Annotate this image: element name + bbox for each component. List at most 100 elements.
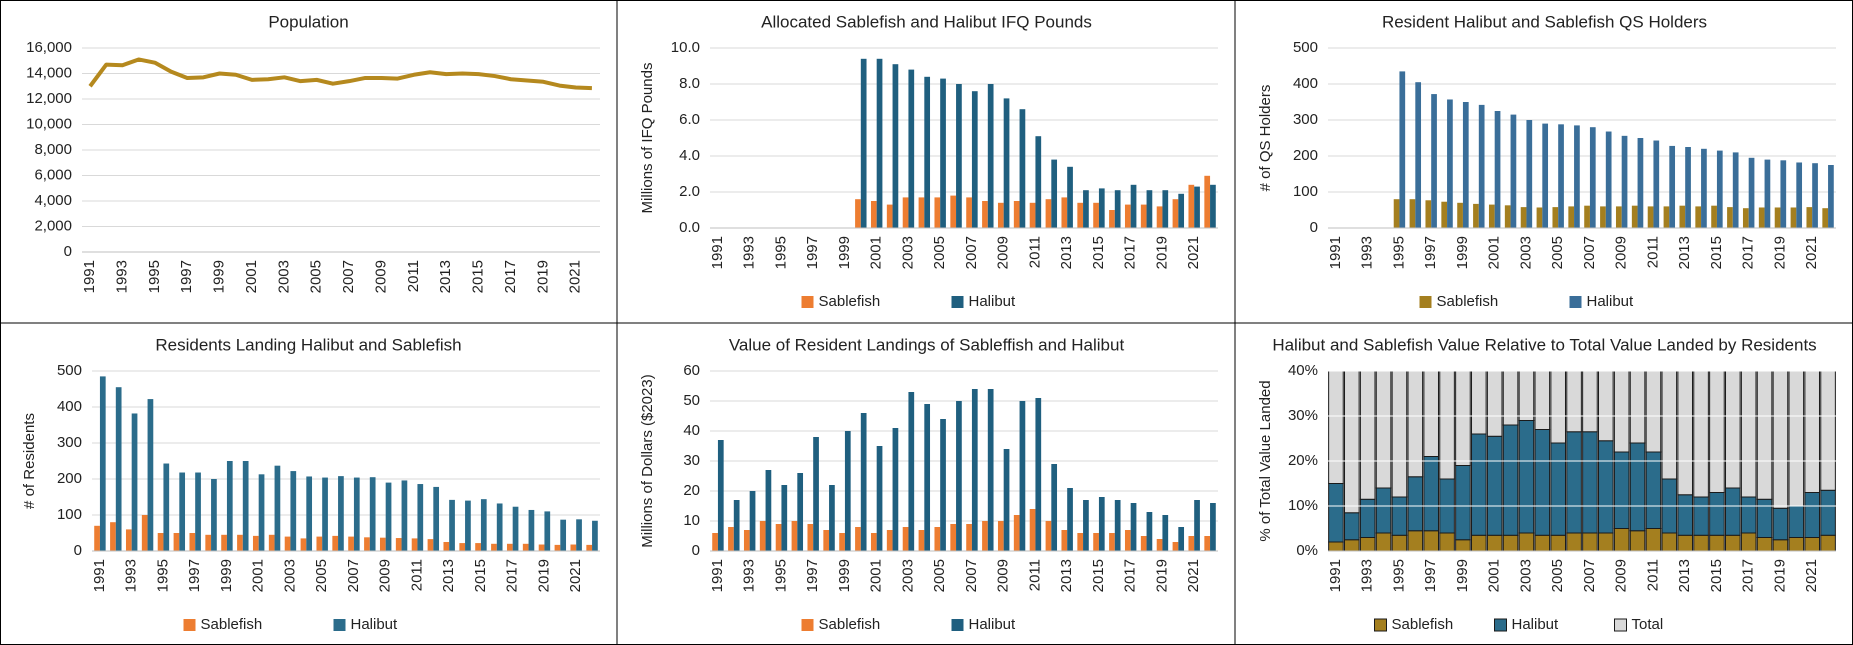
bar [560,519,567,551]
bar-segment [1804,537,1820,551]
y-tick-label: 20 [683,482,700,499]
x-tick-label: 1999 [1454,236,1471,269]
chart-panel: Population 0 2,000 4,000 6,000 8,000 10,000 12,… [26,12,600,293]
bar [1172,199,1179,228]
bar [1114,190,1121,228]
x-tick-label: 2007 [345,559,362,592]
bar-segment [1344,371,1360,514]
bar [940,419,946,551]
x-tick-label: 2011 [405,260,422,292]
bar [443,542,450,551]
bar [205,534,212,551]
x-tick-label: 2015 [472,559,489,592]
bar [1130,184,1137,228]
bars [1328,371,1836,551]
bar [1188,536,1195,551]
bar-segment [1391,496,1408,536]
bar [1758,207,1765,228]
bar [1067,488,1073,551]
bar-segment [1391,534,1408,551]
bar [908,69,915,228]
bar [1701,148,1707,228]
bar-segment [1756,498,1773,538]
bar [1806,207,1813,228]
bar [743,530,750,551]
bar [338,476,344,551]
x-tick-label: 2017 [1740,559,1757,592]
bar [417,484,424,551]
bar [1526,120,1533,228]
y-tick-label: 500 [1293,39,1318,56]
x-tick-label: 2015 [1708,559,1725,592]
bar-segment [1582,371,1598,433]
bar-segment [1645,371,1662,453]
bar [892,64,899,228]
bar [332,535,339,551]
legend-swatch [1614,618,1627,632]
legend-label: Halibut [1587,293,1635,310]
bar-segment [1804,371,1820,493]
bar [1035,398,1042,551]
legend-swatch [801,619,814,631]
bar-segment [1359,371,1376,500]
bar [971,389,978,551]
bar [823,530,830,551]
bar [966,197,972,228]
bar [570,544,577,551]
bar [1552,207,1559,228]
bar [427,539,434,551]
bar [1003,98,1010,229]
x-tick-label: 2003 [899,559,916,592]
bar-segment [1502,534,1519,551]
chart-title: Population [268,12,348,31]
bar [1415,82,1422,228]
bar [839,533,845,551]
x-tick-label: 2007 [963,236,980,269]
bar [1488,204,1495,228]
bar [1584,205,1590,228]
bar [395,538,402,551]
x-tick-label: 2009 [1613,559,1630,592]
bar [1473,203,1479,228]
bar [592,520,598,551]
bar [1109,210,1115,228]
chart-panel: Allocated Sablefish and Halibut IFQ Poun… [639,12,1218,310]
legend-label: Halibut [969,293,1017,310]
legend-swatch [1374,618,1387,632]
x-tick-label: 1993 [741,559,758,592]
legend-swatch [951,619,964,631]
bar [1114,500,1121,551]
bar-segment [1661,532,1678,551]
y-tick-label: 2.0 [679,183,700,200]
x-tick-label: 1997 [186,559,203,592]
x-tick-label: 2019 [1771,559,1788,592]
bar [110,522,116,551]
bar [173,533,180,551]
bar [712,533,718,551]
x-tick-label: 2013 [1676,559,1693,592]
y-tick-label: 20% [1288,452,1318,469]
bar-segment [1820,371,1836,491]
x-tick-label: 2001 [250,559,267,592]
y-tick-label: 6,000 [34,166,72,183]
x-tick-label: 2011 [1644,236,1661,268]
bar [449,499,455,551]
bar-segment [1629,530,1646,551]
bar [1399,71,1406,229]
x-tick-label: 2009 [995,236,1012,269]
bar [1146,190,1153,228]
bar [226,461,233,551]
bar [765,470,772,551]
bar [1796,162,1803,228]
x-tick-label: 1991 [709,559,726,592]
bar-segment [1439,532,1455,551]
bar [189,533,196,551]
bar [300,538,307,551]
bar [1600,206,1606,228]
x-tick-label: 2011 [1026,236,1043,268]
x-tick-label: 2013 [437,260,454,293]
bar-segment [1598,371,1614,442]
bar [966,524,972,551]
bar-segment [1518,371,1535,421]
x-tick-label: 2003 [899,236,916,269]
